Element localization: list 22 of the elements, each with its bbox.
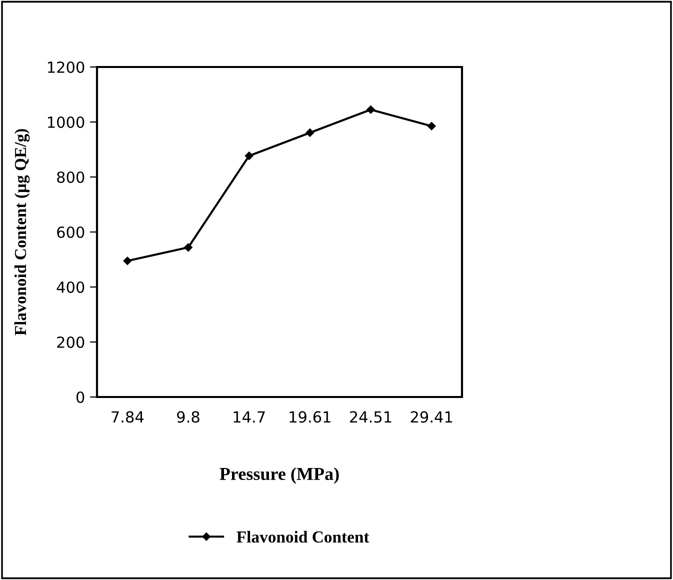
y-tick-label: 1200	[48, 61, 84, 74]
x-tick-label: 7.84	[112, 411, 144, 423]
y-tick-label: 800	[57, 171, 84, 184]
y-tick-label: 1000	[48, 116, 84, 128]
x-tick-label: 29.41	[410, 411, 452, 423]
x-tick-label: 14.7	[234, 411, 265, 422]
x-axis-title: Pressure (MPa)	[220, 467, 339, 484]
point	[427, 122, 436, 130]
x-tick-label: 9.8	[177, 411, 200, 423]
y-axis-title: Flavonoid Content (µg QE/g)	[14, 129, 30, 336]
point	[244, 152, 254, 160]
point	[366, 105, 375, 114]
point	[184, 243, 192, 252]
x-tick-label: 19.61	[290, 411, 330, 423]
y-tick-label: 400	[56, 281, 84, 294]
legend-label: Flavonoid Content	[236, 530, 370, 543]
y-tick-label: 200	[57, 336, 84, 348]
y-tick-label: 0	[76, 391, 84, 404]
y-tick-label: 600	[57, 226, 84, 238]
x-tick-label: 24.51	[350, 411, 392, 423]
point	[306, 128, 314, 137]
point	[123, 256, 132, 266]
